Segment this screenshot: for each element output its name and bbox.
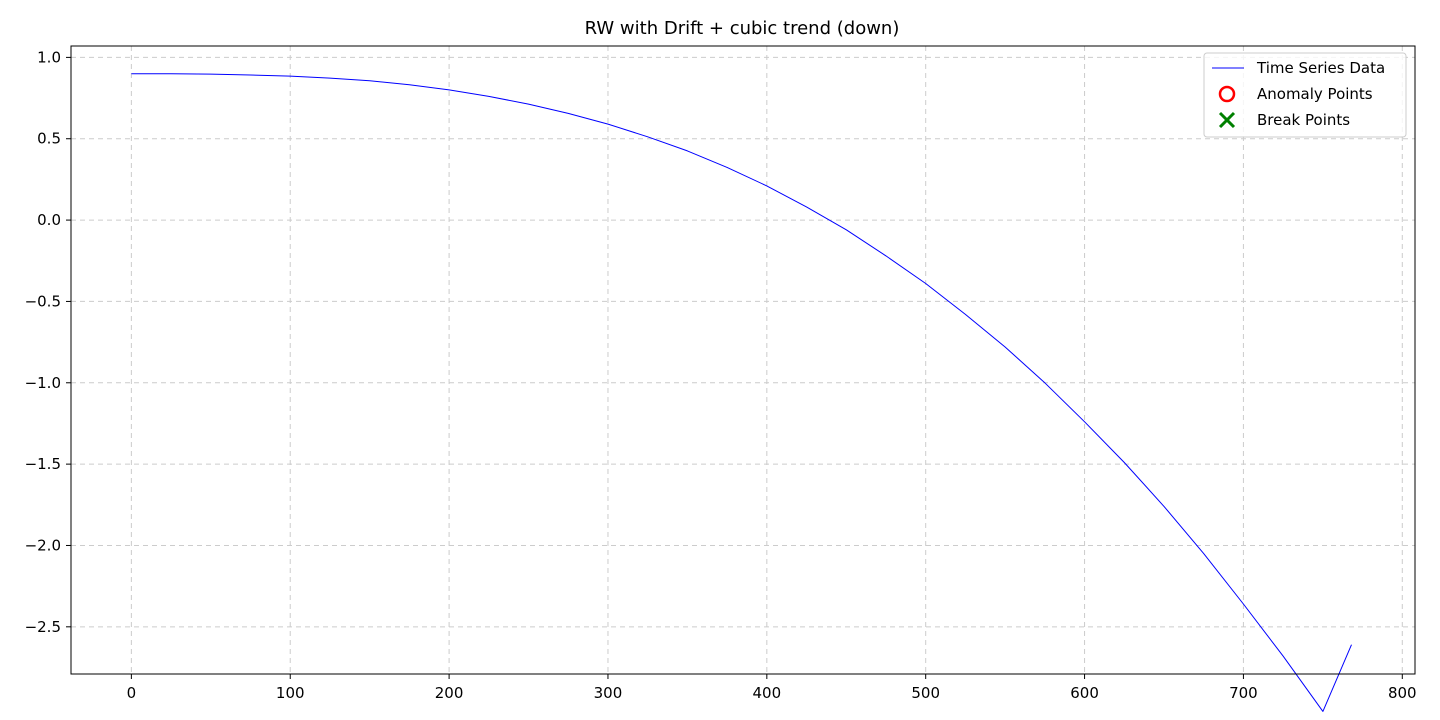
y-tick-label: 0.5 bbox=[37, 130, 61, 148]
y-tick-label: −1.5 bbox=[25, 455, 61, 473]
y-tick-label: −2.0 bbox=[25, 536, 61, 554]
y-tick-label: −2.5 bbox=[25, 618, 61, 636]
y-tick-label: 0.0 bbox=[37, 211, 61, 229]
series-layer bbox=[131, 73, 1352, 712]
x-tick-label: 700 bbox=[1229, 684, 1258, 702]
grid-lines bbox=[71, 46, 1415, 674]
y-tick-label: −1.0 bbox=[25, 374, 61, 392]
legend-item: Anomaly Points bbox=[1218, 85, 1373, 103]
x-tick-label: 0 bbox=[127, 684, 137, 702]
legend-item: Time Series Data bbox=[1212, 59, 1385, 77]
x-tick-label: 200 bbox=[435, 684, 464, 702]
x-tick-label: 100 bbox=[276, 684, 305, 702]
legend: Time Series Data Anomaly Points Break Poin… bbox=[1203, 52, 1407, 138]
x-tick-label: 600 bbox=[1070, 684, 1099, 702]
legend-circle-marker bbox=[1218, 85, 1236, 103]
chart-title: RW with Drift + cubic trend (down) bbox=[585, 18, 900, 39]
y-tick-label: −0.5 bbox=[25, 292, 61, 310]
legend-label: Break Points bbox=[1257, 111, 1350, 129]
x-tick-label: 800 bbox=[1388, 684, 1417, 702]
plot-frame bbox=[70, 45, 1416, 675]
legend-x-marker bbox=[1218, 111, 1236, 129]
legend-label: Time Series Data bbox=[1256, 59, 1385, 77]
x-tick-label: 400 bbox=[753, 684, 782, 702]
axis-ticks: 0 100 200 300 400 500 600 700 800 1.0 0.5 0.0 −0.5 −1… bbox=[25, 48, 1417, 702]
x-tick-label: 500 bbox=[911, 684, 940, 702]
x-tick-label: 300 bbox=[594, 684, 623, 702]
legend-box bbox=[1203, 52, 1407, 138]
series-line-time-series-data bbox=[131, 73, 1352, 712]
legend-label: Anomaly Points bbox=[1257, 85, 1373, 103]
y-tick-label: 1.0 bbox=[37, 48, 61, 66]
legend-item: Break Points bbox=[1218, 111, 1350, 129]
